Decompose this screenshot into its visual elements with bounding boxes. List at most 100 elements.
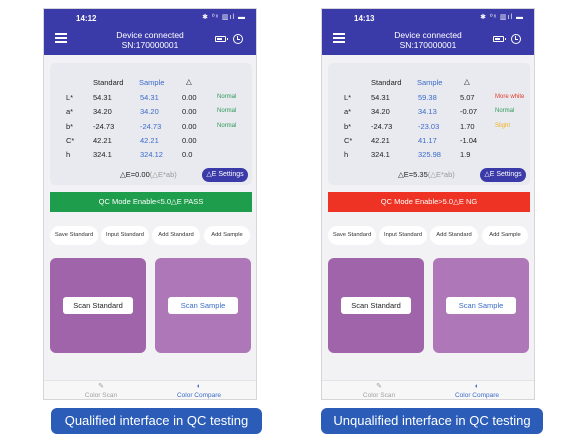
row-delta-2: -0.07: [460, 107, 478, 117]
row-status-3: Normal: [217, 122, 237, 129]
delta-e-readout: △E=5.35(△E*ab): [398, 170, 455, 179]
phone-screen-unqualified: 14:13 ✱ ⁰ˣ ▥ıl ▬ Device connected SN:170…: [321, 8, 535, 400]
device-status-title: Device connected: [116, 30, 184, 40]
sample-header: Sample: [139, 78, 165, 87]
measurement-card: Standard Sample △ △E=0.00(△E*ab) △E Sett…: [50, 63, 252, 185]
row-label-5: h: [66, 150, 71, 160]
scan-standard-button[interactable]: Scan Standard: [63, 297, 133, 314]
scan-sample-button[interactable]: Scan Sample: [168, 297, 238, 314]
row-standard-4: 42.21: [93, 135, 112, 145]
row-status-2: Normal: [495, 108, 515, 115]
row-standard-2: 34.20: [371, 107, 390, 117]
standard-header: Standard: [93, 78, 124, 87]
row-delta-1: 5.07: [460, 93, 475, 102]
delta-e-settings-button[interactable]: △E Settings: [202, 168, 248, 182]
nav-color-compare-label: Color Compare: [176, 392, 222, 399]
drop-icon: ◐: [196, 383, 202, 390]
row-sample-4: 41.17: [418, 135, 437, 145]
row-label-3: b*: [344, 121, 352, 131]
add-standard-button[interactable]: Add Standard: [430, 226, 478, 245]
bottom-navigation: ✎ Color Scan ◐ Color Compare: [44, 380, 256, 399]
save-standard-button[interactable]: Save Standard: [50, 226, 98, 245]
row-label-1: L*: [344, 93, 352, 102]
row-label-2: a*: [344, 107, 352, 117]
row-label-1: L*: [66, 93, 74, 102]
nav-color-compare-label: Color Compare: [454, 392, 500, 399]
row-delta-3: 1.70: [460, 121, 475, 131]
row-status-2: Normal: [217, 108, 237, 115]
pen-icon: ✎: [376, 383, 382, 390]
scan-standard-panel[interactable]: Scan Standard: [328, 258, 424, 353]
row-delta-4: -1.04: [460, 135, 478, 145]
row-standard-4: 42.21: [371, 135, 390, 145]
row-delta-3: 0.00: [182, 121, 197, 131]
row-standard-3: -24.73: [93, 121, 115, 131]
nav-color-scan[interactable]: ✎ Color Scan: [66, 383, 136, 399]
row-standard-5: 324.1: [93, 150, 112, 160]
input-standard-button[interactable]: Input Standard: [379, 226, 427, 245]
add-sample-button[interactable]: Add Sample: [482, 226, 528, 245]
nav-color-compare[interactable]: ◐ Color Compare: [442, 383, 512, 399]
row-status-1: Normal: [217, 94, 237, 100]
row-label-4: C*: [344, 135, 353, 145]
row-delta-1: 0.00: [182, 93, 197, 102]
row-sample-1: 54.31: [140, 93, 159, 102]
menu-icon[interactable]: [55, 33, 67, 43]
scan-sample-panel[interactable]: Scan Sample: [433, 258, 529, 353]
add-standard-button[interactable]: Add Standard: [152, 226, 200, 245]
row-standard-3: -24.73: [371, 121, 393, 131]
delta-header: △: [464, 77, 470, 86]
row-standard-5: 324.1: [371, 150, 390, 160]
scan-standard-button[interactable]: Scan Standard: [341, 297, 411, 314]
row-delta-5: 0.0: [182, 150, 193, 160]
row-delta-2: 0.00: [182, 107, 197, 117]
battery-icon: [493, 36, 506, 42]
clock-icon[interactable]: [511, 34, 521, 44]
row-label-2: a*: [66, 107, 74, 117]
row-sample-5: 324.12: [140, 150, 163, 160]
row-sample-5: 325.98: [418, 150, 441, 160]
row-sample-4: 42.21: [140, 135, 159, 145]
status-time: 14:13: [354, 14, 375, 23]
scan-sample-panel[interactable]: Scan Sample: [155, 258, 251, 353]
nav-color-scan-label: Color Scan: [362, 392, 396, 399]
input-standard-button[interactable]: Input Standard: [101, 226, 149, 245]
menu-icon[interactable]: [333, 33, 345, 43]
measurement-card: Standard Sample △ △E=5.35(△E*ab) △E Sett…: [328, 63, 530, 185]
battery-icon: [215, 36, 228, 42]
scan-standard-panel[interactable]: Scan Standard: [50, 258, 146, 353]
nav-color-scan[interactable]: ✎ Color Scan: [344, 383, 414, 399]
row-standard-2: 34.20: [93, 107, 112, 117]
delta-header: △: [186, 77, 192, 86]
status-icons: ✱ ⁰ˣ ▥ıl ▬: [480, 14, 524, 21]
row-standard-1: 54.31: [93, 93, 112, 102]
row-status-1: More white: [495, 94, 525, 100]
row-sample-3: -23.03: [418, 121, 440, 131]
row-delta-5: 1.9: [460, 150, 471, 160]
standard-header: Standard: [371, 78, 402, 87]
row-label-5: h: [344, 150, 349, 160]
bottom-navigation: ✎ Color Scan ◐ Color Compare: [322, 380, 534, 399]
delta-e-readout: △E=0.00(△E*ab): [120, 170, 177, 179]
row-label-4: C*: [66, 135, 75, 145]
sample-header: Sample: [417, 78, 443, 87]
caption-unqualified: Unqualified interface in QC testing: [321, 408, 543, 434]
drop-icon: ◐: [474, 383, 480, 390]
pen-icon: ✎: [98, 383, 104, 390]
add-sample-button[interactable]: Add Sample: [204, 226, 250, 245]
row-sample-2: 34.13: [418, 107, 437, 117]
nav-color-scan-label: Color Scan: [84, 392, 118, 399]
save-standard-button[interactable]: Save Standard: [328, 226, 376, 245]
delta-e-settings-button[interactable]: △E Settings: [480, 168, 526, 182]
status-icons: ✱ ⁰ˣ ▥ıl ▬: [202, 14, 246, 21]
clock-icon[interactable]: [233, 34, 243, 44]
qc-result-bar: QC Mode Enable<5.0△E PASS: [50, 192, 252, 212]
row-sample-2: 34.20: [140, 107, 159, 117]
row-status-3: Slight: [495, 122, 511, 129]
scan-sample-button[interactable]: Scan Sample: [446, 297, 516, 314]
device-status-title: Device connected: [394, 30, 462, 40]
device-serial: SN:170000001: [399, 40, 457, 50]
nav-color-compare[interactable]: ◐ Color Compare: [164, 383, 234, 399]
row-delta-4: 0.00: [182, 135, 197, 145]
caption-qualified: Qualified interface in QC testing: [51, 408, 262, 434]
